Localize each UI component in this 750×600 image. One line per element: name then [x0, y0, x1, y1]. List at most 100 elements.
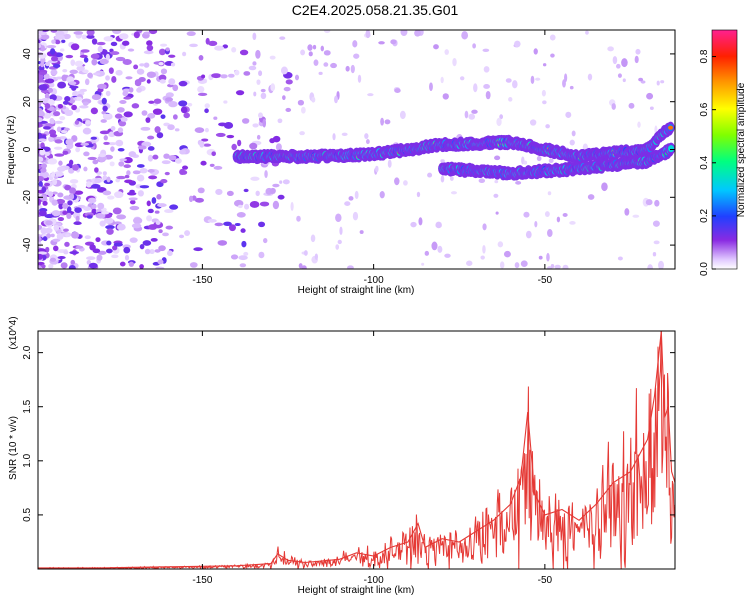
heatmap-cell: [96, 41, 106, 46]
heatmap-cell: [38, 156, 44, 163]
heatmap-cell: [38, 84, 49, 91]
heatmap-cell: [38, 100, 42, 108]
heatmap-cell: [38, 34, 42, 39]
heatmap-cell: [82, 69, 89, 74]
heatmap-cell: [215, 132, 226, 137]
heatmap-cell: [124, 174, 130, 179]
heatmap-cell: [55, 136, 61, 141]
top-ylabel: Frequency (Hz): [6, 116, 17, 185]
heatmap-cell: [137, 190, 144, 197]
heatmap-cell: [468, 113, 476, 120]
heatmap-cell: [58, 202, 64, 210]
heatmap-cell: [255, 49, 261, 59]
heatmap-cell: [660, 80, 665, 84]
heatmap-cell: [38, 42, 42, 49]
heatmap-cell: [637, 121, 641, 128]
heatmap-cell: [228, 224, 236, 232]
heatmap-cell: [74, 120, 80, 125]
heatmap-cell: [635, 48, 641, 55]
heatmap-cell: [103, 217, 114, 224]
heatmap-cell: [199, 140, 205, 148]
heatmap-cell: [236, 212, 246, 218]
heatmap-cell: [208, 40, 218, 47]
heatmap-cell: [252, 61, 257, 66]
bottom-ytick-label: 1.0: [22, 453, 33, 467]
heatmap-cell: [473, 83, 478, 93]
heatmap-cell: [48, 136, 54, 142]
heatmap-cell: [632, 214, 640, 218]
heatmap-cell: [499, 261, 505, 269]
heatmap-cell: [38, 122, 43, 128]
heatmap-cell: [38, 73, 44, 81]
heatmap-cell: [153, 221, 164, 229]
heatmap-cell: [121, 40, 130, 46]
heatmap-cell: [258, 112, 263, 119]
heatmap-cell: [136, 164, 145, 168]
heatmap-cell: [357, 74, 362, 83]
heatmap-cell: [260, 92, 267, 100]
heatmap-cell: [115, 56, 126, 62]
heatmap-cell: [299, 131, 305, 136]
heatmap-cell: [147, 135, 155, 140]
heatmap-cell: [410, 221, 417, 228]
heatmap-cell: [656, 80, 660, 86]
heatmap-cell: [170, 62, 176, 67]
heatmap-cell: [127, 191, 137, 196]
heatmap-cell: [241, 118, 250, 124]
heatmap-cell: [158, 74, 167, 81]
heatmap-cell: [542, 63, 547, 67]
heatmap-cell: [514, 40, 521, 48]
heatmap-cell: [179, 149, 186, 155]
heatmap-cell: [40, 45, 45, 52]
heatmap-cell: [123, 246, 131, 254]
heatmap-cell: [43, 112, 51, 119]
heatmap-cell: [652, 220, 660, 227]
heatmap-cell: [123, 157, 133, 164]
heatmap-cell: [40, 142, 45, 148]
heatmap-cell: [99, 220, 106, 227]
heatmap-cell: [148, 100, 155, 104]
heatmap-cell: [38, 210, 47, 217]
heatmap-cell: [46, 45, 57, 49]
heatmap-cell: [116, 214, 127, 220]
heatmap-cell: [99, 130, 110, 135]
top-xlabel: Height of straight line (km): [298, 285, 415, 296]
heatmap-cell: [622, 78, 626, 83]
heatmap-cell: [40, 61, 45, 68]
heatmap-cell: [320, 45, 325, 52]
heatmap-cell: [143, 31, 151, 35]
heatmap-cell: [51, 199, 58, 206]
heatmap-cell: [160, 178, 168, 184]
heatmap-cell: [83, 206, 92, 211]
bottom-ytick-label: 0.5: [22, 508, 33, 522]
heatmap-cell: [126, 170, 131, 176]
heatmap-cell: [536, 155, 542, 162]
heatmap-cell: [294, 74, 300, 81]
colorbar-label: Normalized spectral amplitude: [736, 82, 747, 217]
heatmap-cell: [285, 107, 292, 112]
heatmap-cell: [550, 264, 555, 269]
heatmap-cell: [44, 182, 51, 187]
heatmap-cell: [70, 259, 76, 265]
heatmap-cell: [47, 158, 58, 165]
heatmap-cell: [249, 201, 260, 208]
heatmap-cell: [53, 224, 60, 231]
heatmap-cell: [139, 63, 145, 67]
heatmap-cell: [39, 34, 50, 40]
heatmap-cell: [308, 51, 313, 57]
heatmap-cell: [341, 132, 348, 137]
heatmap-cell: [38, 175, 45, 182]
heatmap-cell: [74, 60, 84, 67]
heatmap-cell: [143, 50, 154, 55]
heatmap-cell: [110, 146, 115, 152]
heatmap-cell: [365, 30, 371, 39]
heatmap-cell: [97, 155, 108, 162]
heatmap-cell: [69, 187, 77, 194]
heatmap-cell: [128, 197, 138, 201]
heatmap-cell: [390, 39, 397, 45]
heatmap-cell: [569, 139, 575, 146]
heatmap-cell: [83, 151, 90, 157]
colorbar-tick-label: 0.2: [699, 209, 710, 223]
heatmap-cell: [512, 80, 518, 89]
heatmap-cell: [480, 255, 485, 260]
